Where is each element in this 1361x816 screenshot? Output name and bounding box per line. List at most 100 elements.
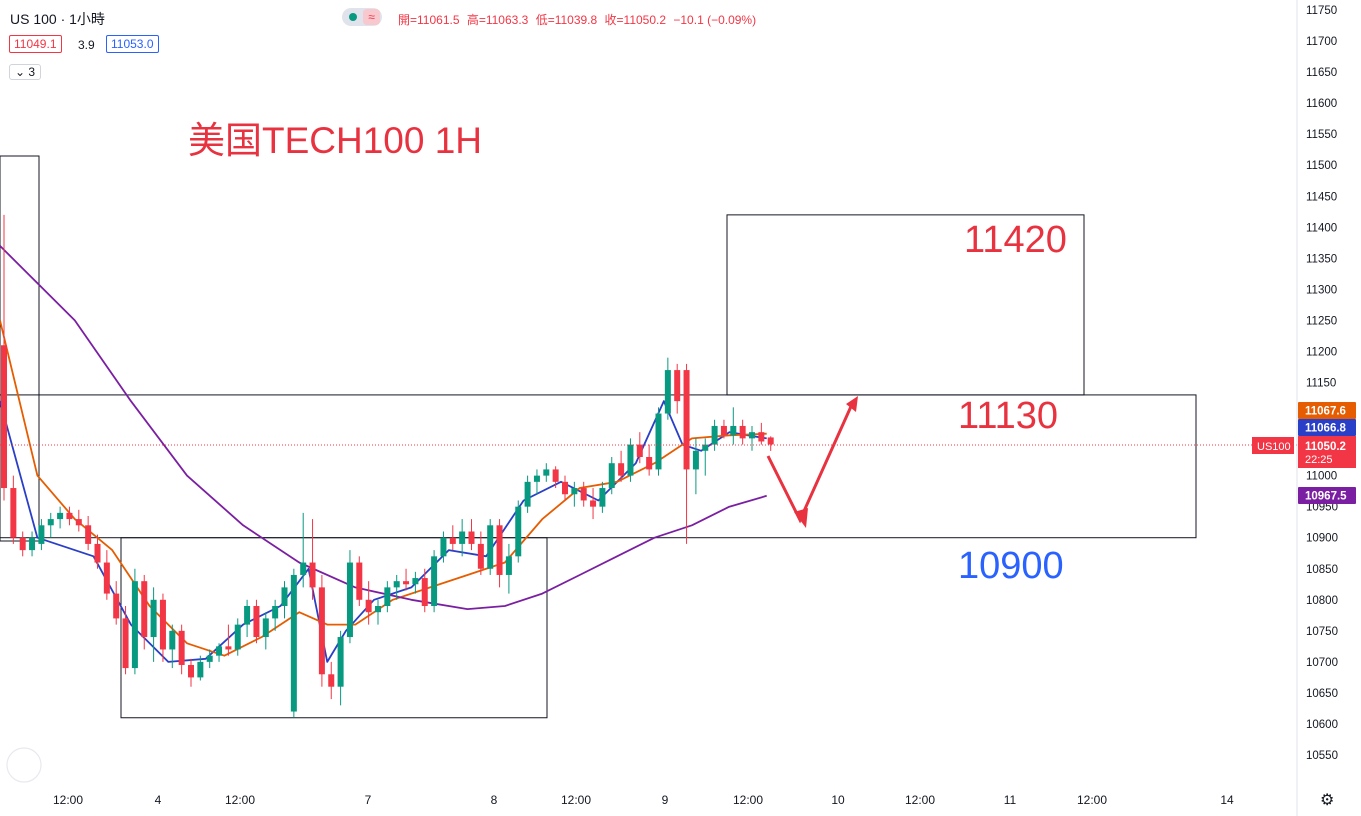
candle[interactable] <box>29 531 36 557</box>
candle[interactable] <box>169 624 176 669</box>
candle[interactable] <box>552 466 559 489</box>
candle[interactable] <box>75 509 82 532</box>
candle[interactable] <box>449 525 456 551</box>
candle[interactable] <box>421 568 428 613</box>
candle[interactable] <box>440 531 447 563</box>
candle[interactable] <box>515 500 522 563</box>
candle[interactable] <box>496 519 503 588</box>
candle[interactable] <box>403 568 410 591</box>
candle[interactable] <box>66 506 73 526</box>
candle[interactable] <box>767 436 774 451</box>
ma-line-blue[interactable] <box>0 400 767 663</box>
scroll-to-realtime-button[interactable] <box>6 747 42 783</box>
candle[interactable] <box>608 457 615 495</box>
forecast-arrow-path[interactable] <box>766 401 855 524</box>
candle[interactable] <box>730 407 737 445</box>
candle[interactable] <box>47 512 54 538</box>
candle[interactable] <box>10 475 17 544</box>
candle[interactable] <box>141 574 148 650</box>
ask-price[interactable]: 11053.0 <box>106 35 159 53</box>
ma-line-orange[interactable] <box>0 320 767 657</box>
candle[interactable] <box>19 531 26 557</box>
candle[interactable] <box>38 519 45 551</box>
candle[interactable] <box>431 550 438 613</box>
candle[interactable] <box>533 469 540 495</box>
candle[interactable] <box>262 612 269 650</box>
candle[interactable] <box>562 475 568 501</box>
candle[interactable] <box>599 481 606 513</box>
candle[interactable] <box>384 581 391 613</box>
candle[interactable] <box>711 419 718 451</box>
candle[interactable] <box>487 519 494 575</box>
candle[interactable] <box>337 630 344 706</box>
candle[interactable] <box>328 661 335 700</box>
candle[interactable] <box>216 643 223 662</box>
zone-left[interactable] <box>0 155 40 542</box>
candle[interactable] <box>365 581 372 625</box>
candle[interactable] <box>206 649 213 669</box>
market-status-pill[interactable]: ≈ <box>342 8 382 26</box>
candle[interactable] <box>113 581 120 625</box>
candle[interactable] <box>636 432 643 464</box>
candle[interactable] <box>346 550 353 644</box>
candle[interactable] <box>253 599 260 644</box>
candle[interactable] <box>468 519 475 551</box>
candle[interactable] <box>131 568 138 675</box>
candle[interactable] <box>580 481 587 507</box>
zone-middle[interactable] <box>0 394 1197 539</box>
candle[interactable] <box>1 214 7 501</box>
candle[interactable] <box>85 515 92 551</box>
candle[interactable] <box>627 438 634 482</box>
zone-lower[interactable] <box>120 537 548 719</box>
candle[interactable] <box>655 407 662 476</box>
candle[interactable] <box>244 599 251 638</box>
zone-upper[interactable] <box>726 214 1085 396</box>
candle[interactable] <box>225 624 232 656</box>
candle[interactable] <box>720 419 727 439</box>
candle[interactable] <box>524 475 531 513</box>
candle[interactable] <box>590 488 597 520</box>
gear-icon[interactable]: ⚙ <box>1320 792 1335 809</box>
candle[interactable] <box>646 444 653 476</box>
candle[interactable] <box>674 363 681 414</box>
candle[interactable] <box>122 606 129 675</box>
candle[interactable] <box>300 512 307 588</box>
candle[interactable] <box>234 618 241 656</box>
candle[interactable] <box>618 450 625 482</box>
candle[interactable] <box>178 624 185 675</box>
candle[interactable] <box>103 550 110 600</box>
candle[interactable] <box>477 531 484 575</box>
candle[interactable] <box>150 587 157 662</box>
candle[interactable] <box>375 599 381 625</box>
candle[interactable] <box>412 571 419 594</box>
candle[interactable] <box>664 357 671 420</box>
candle[interactable] <box>702 438 709 476</box>
candle[interactable] <box>281 581 288 619</box>
bid-price[interactable]: 11049.1 <box>9 35 62 53</box>
candle[interactable] <box>571 481 578 507</box>
candle[interactable] <box>290 568 297 718</box>
candle[interactable] <box>505 543 512 594</box>
candle[interactable] <box>692 438 699 495</box>
ma-line-purple[interactable] <box>0 245 767 610</box>
symbol-title[interactable]: US 100 · 1小時 <box>10 11 105 27</box>
candle[interactable] <box>459 519 466 557</box>
candle[interactable] <box>749 425 755 451</box>
candle[interactable] <box>309 519 316 600</box>
candle[interactable] <box>683 363 690 544</box>
indicators-toggle[interactable]: ⌄ 3 <box>9 64 42 80</box>
candle[interactable] <box>188 658 194 687</box>
candle[interactable] <box>94 534 101 569</box>
candle[interactable] <box>197 655 204 681</box>
candle[interactable] <box>159 593 166 662</box>
candle[interactable] <box>739 419 746 445</box>
candle[interactable] <box>318 574 325 687</box>
candle[interactable] <box>543 463 550 482</box>
candle[interactable] <box>356 556 363 606</box>
candle[interactable] <box>758 422 765 445</box>
candle[interactable] <box>272 599 279 631</box>
candle[interactable] <box>57 506 64 529</box>
y-tick-label: 11250 <box>1306 315 1337 327</box>
candle[interactable] <box>393 574 400 600</box>
